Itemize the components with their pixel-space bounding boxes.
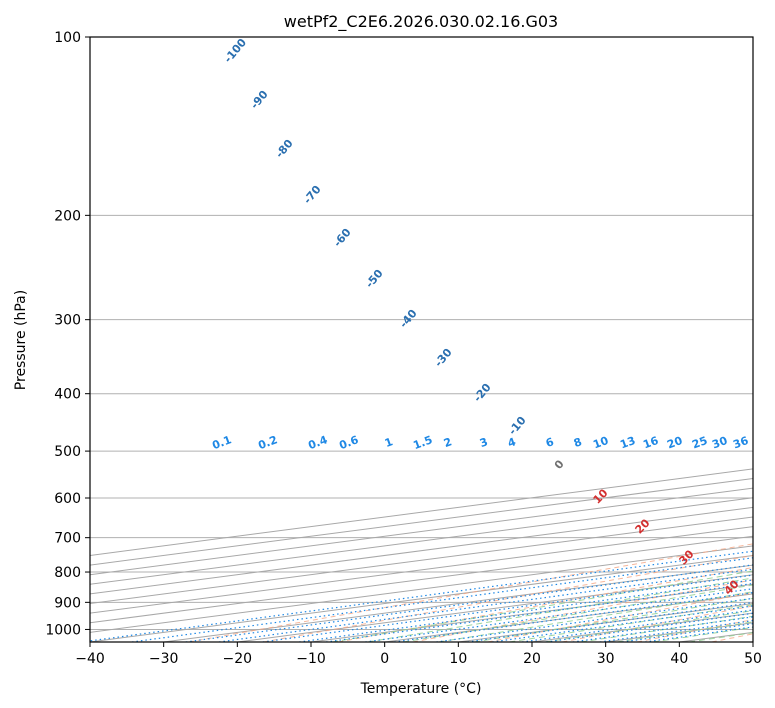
dry-adiabat-line — [188, 543, 753, 642]
mixing-ratio-line — [467, 601, 753, 642]
isotherm-line — [90, 487, 753, 576]
isotherm-line — [90, 516, 753, 605]
mixing-ratio-label: 2 — [442, 435, 454, 450]
mixing-ratio-label: 36 — [731, 434, 750, 452]
chart-title: wetPf2_C2E6.2026.030.02.16.G03 — [284, 12, 558, 32]
mixing-ratio-line — [436, 597, 753, 642]
y-tick-label: 100 — [54, 30, 81, 46]
axes-layer: −40 −30 −20 −10 0 10 20 30 40 5010020030040050060… — [45, 30, 762, 667]
isotherm-line — [90, 478, 753, 566]
mixing-ratio-label: 13 — [618, 434, 637, 451]
isotherm-line — [752, 641, 753, 642]
y-tick-label: 200 — [54, 208, 81, 224]
mixing-ratio-label: 1 — [383, 435, 395, 450]
mixing-ratio-label: 0.1 — [210, 433, 233, 452]
mixing-ratio-label: 16 — [641, 434, 660, 452]
x-tick-label: 50 — [744, 651, 762, 667]
grid-layer — [90, 37, 753, 642]
y-tick-label: 300 — [54, 313, 81, 329]
mixing-ratio-label: 4 — [506, 435, 518, 450]
x-tick-label: −40 — [75, 651, 105, 667]
mixing-ratio-label: 10 — [591, 434, 610, 452]
x-tick-label: 10 — [449, 651, 467, 667]
moist-adiabat-line — [438, 591, 753, 642]
x-tick-label: 40 — [670, 651, 688, 667]
dry-adiabat-line — [487, 592, 753, 642]
x-tick-label: −30 — [149, 651, 179, 667]
isotherm-line — [90, 497, 753, 585]
y-tick-label: 400 — [54, 387, 81, 403]
y-tick-label: 600 — [54, 491, 81, 507]
isotherm-line — [90, 506, 753, 595]
mixing-ratio-label: 3 — [478, 435, 490, 450]
plot-background — [90, 37, 753, 642]
y-tick-label: 900 — [54, 595, 81, 611]
x-tick-label: 0 — [380, 651, 389, 667]
mixing-ratio-line — [492, 605, 753, 642]
plot-area — [90, 37, 753, 642]
y-tick-label: 1000 — [45, 622, 81, 638]
y-axis-label: Pressure (hPa) — [13, 290, 29, 390]
x-tick-label: −20 — [223, 651, 253, 667]
y-tick-label: 500 — [54, 444, 81, 460]
x-tick-label: 30 — [597, 651, 615, 667]
isotherm-line — [90, 535, 753, 624]
x-tick-label: 20 — [523, 651, 541, 667]
plot-frame — [89, 36, 754, 643]
y-tick-label: 800 — [54, 565, 81, 581]
mixing-ratio-line — [394, 591, 753, 642]
mixing-ratio-line — [522, 609, 753, 642]
mixing-ratio-label: 30 — [710, 434, 729, 452]
mixing-ratio-line — [131, 557, 753, 642]
mixing-ratio-label: 0.6 — [337, 433, 360, 452]
mixing-ratio-label: 0.2 — [256, 433, 279, 452]
mixing-ratio-label: 20 — [665, 434, 684, 452]
isotherm-line — [90, 468, 753, 556]
moist-adiabat-line — [473, 597, 753, 642]
x-axis-label: Temperature (°C) — [360, 681, 482, 697]
x-tick-label: −10 — [296, 651, 326, 667]
moist-adiabat-line — [332, 570, 753, 642]
mixing-ratio-label: 25 — [690, 434, 709, 451]
y-tick-label: 700 — [54, 531, 81, 547]
moist-adiabat-line — [403, 584, 753, 642]
mixing-ratio-label: 8 — [572, 435, 584, 450]
mixing-ratio-label: 6 — [544, 435, 556, 450]
isotherm-line — [90, 526, 753, 614]
mixing-ratio-label: 1.5 — [411, 433, 434, 452]
mixing-ratio-label: 0.4 — [306, 433, 329, 452]
